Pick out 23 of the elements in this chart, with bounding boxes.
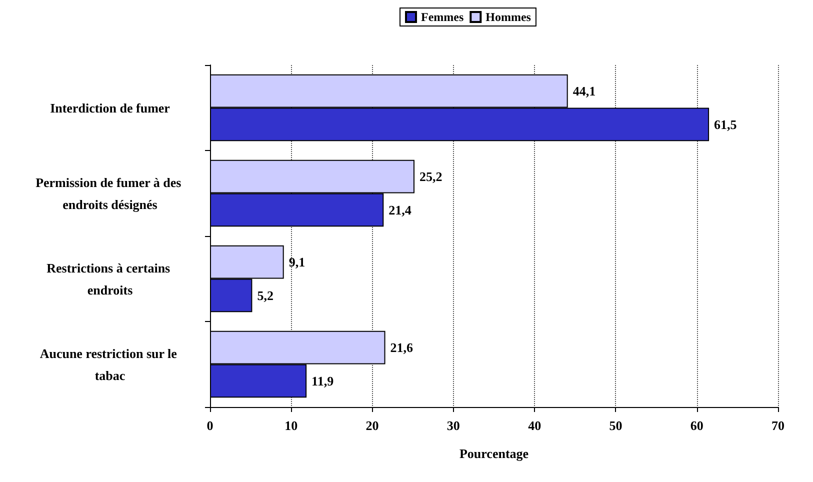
data-label: 25,2 [419,169,442,184]
data-label: 44,1 [572,84,596,99]
x-tick-label: 60 [690,418,704,433]
data-label: 61,5 [714,116,738,132]
y-tick-label: Aucune restriction sur le tabac [40,346,180,383]
data-label: 21,4 [388,202,412,218]
data-label: 21,6 [390,340,414,356]
legend-label: Hommes [486,10,532,24]
x-axis-title: Pourcentage [459,446,529,461]
data-label: 5,2 [257,288,274,303]
y-tick-label: Interdiction de fumer [50,100,170,116]
y-tick-label: Permission de fumer à des endroits désignés [36,174,184,212]
x-tick-label: 10 [284,418,298,433]
legend-label: Femmes [421,10,464,24]
x-tick-label: 0 [206,418,214,433]
x-tick-label: 70 [772,418,784,433]
x-tick-label: 20 [366,418,379,433]
x-tick-label: 30 [446,418,460,433]
x-tick-label: 40 [528,418,542,433]
x-tick-label: 50 [609,418,622,433]
data-label: 11,9 [312,373,334,388]
y-tick-label: Restrictions à certains endroits [46,260,174,298]
data-label: 9,1 [288,254,306,270]
